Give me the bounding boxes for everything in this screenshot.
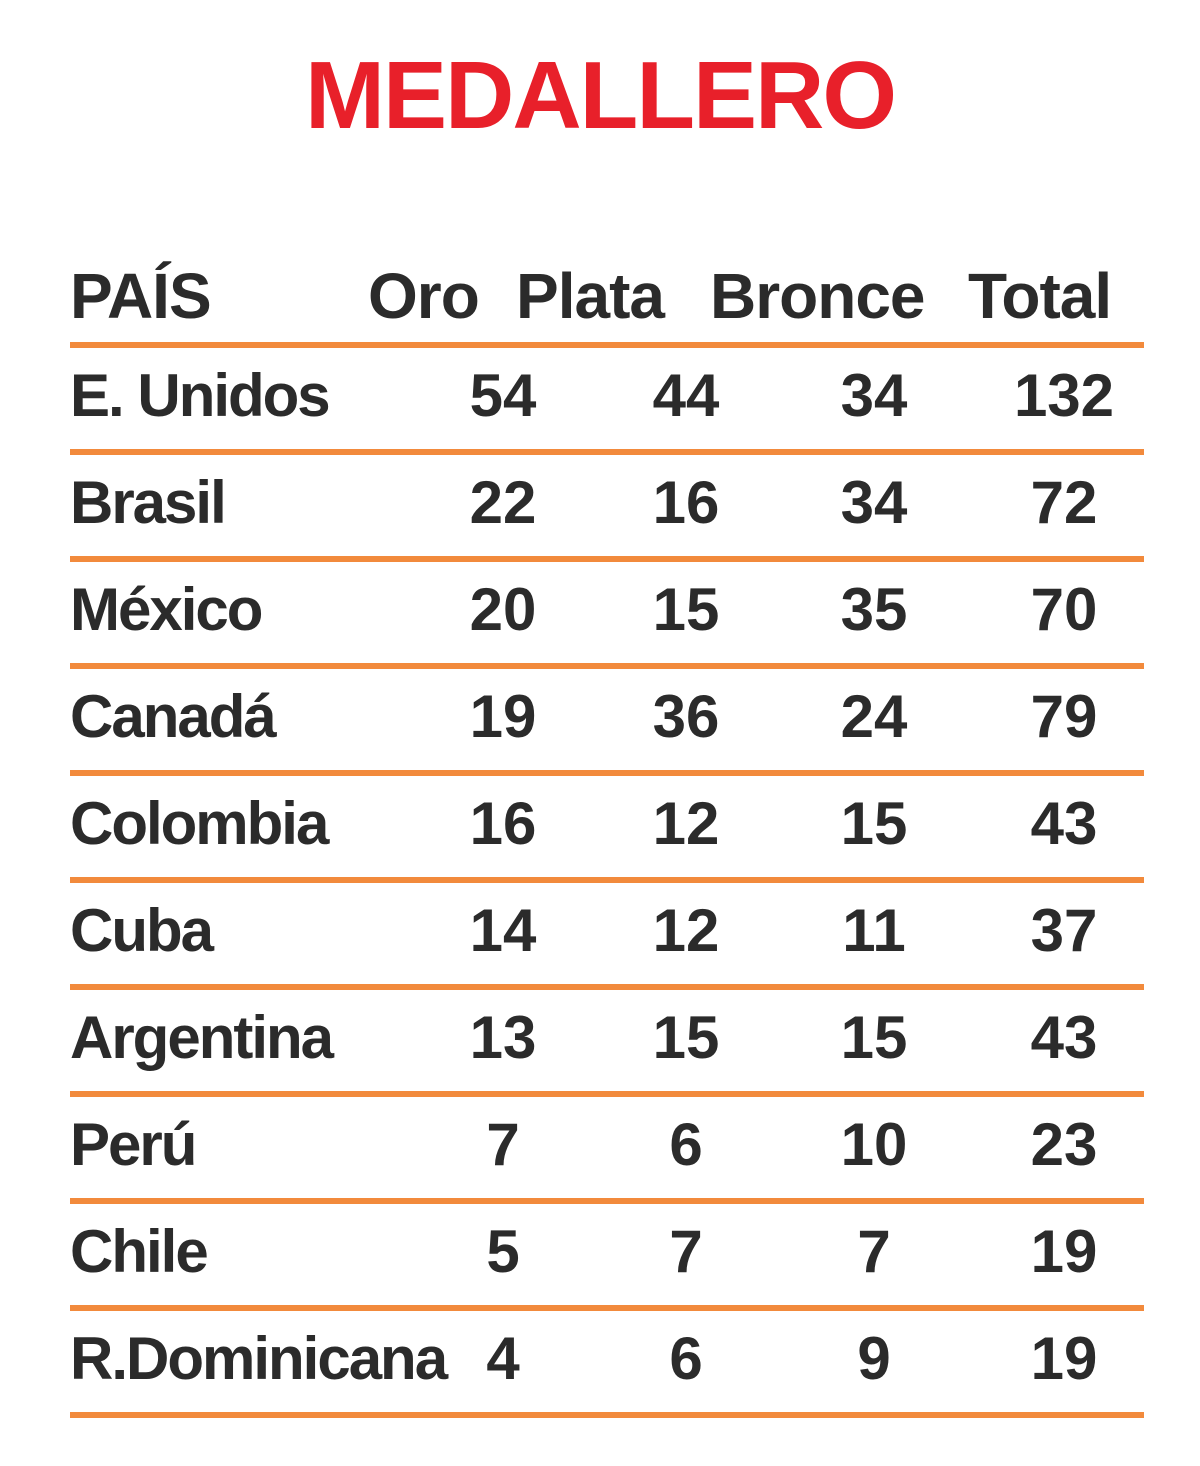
column-header-total: Total	[968, 260, 1112, 332]
gold-cell: 22	[469, 469, 537, 536]
country-cell: Argentina	[70, 1004, 334, 1071]
country-cell: Brasil	[70, 469, 227, 536]
medal-table: PAÍS Oro Plata Bronce Total E. Unidos 54 4…	[70, 248, 1144, 1418]
gold-cell: 54	[469, 362, 537, 429]
total-cell: 23	[1030, 1111, 1098, 1178]
country-cell: R.Dominicana	[70, 1325, 448, 1392]
column-header-silver: Plata	[516, 260, 665, 332]
gold-cell: 19	[469, 683, 537, 750]
country-cell: E. Unidos	[70, 362, 331, 429]
gold-cell: 20	[469, 576, 537, 643]
total-cell: 70	[1030, 576, 1098, 643]
total-cell: 132	[1013, 362, 1115, 429]
bronze-cell: 34	[840, 469, 908, 536]
table-row: E. Unidos 54 44 34 132	[70, 348, 1144, 455]
silver-cell: 6	[669, 1325, 703, 1392]
bronze-cell: 11	[842, 897, 906, 964]
gold-cell: 16	[469, 790, 537, 857]
bronze-cell: 9	[857, 1325, 891, 1392]
bronze-cell: 35	[840, 576, 908, 643]
country-cell: Canadá	[70, 683, 277, 750]
total-cell: 19	[1030, 1325, 1098, 1392]
gold-cell: 7	[486, 1111, 520, 1178]
table-row: Chile 5 7 7 19	[70, 1204, 1144, 1311]
country-cell: Colombia	[70, 790, 329, 857]
bronze-cell: 24	[840, 683, 908, 750]
bronze-cell: 15	[840, 790, 908, 857]
gold-cell: 14	[469, 897, 537, 964]
country-cell: Chile	[70, 1218, 209, 1285]
table-row: Brasil 22 16 34 72	[70, 455, 1144, 562]
silver-cell: 36	[652, 683, 720, 750]
silver-cell: 12	[652, 897, 720, 964]
silver-cell: 15	[652, 1004, 720, 1071]
table-row: México 20 15 35 70	[70, 562, 1144, 669]
silver-cell: 16	[652, 469, 720, 536]
silver-cell: 6	[669, 1111, 703, 1178]
total-cell: 37	[1030, 897, 1098, 964]
gold-cell: 13	[469, 1004, 537, 1071]
total-cell: 79	[1030, 683, 1098, 750]
bronze-cell: 10	[840, 1111, 908, 1178]
country-cell: México	[70, 576, 263, 643]
table-row: R.Dominicana 4 6 9 19	[70, 1311, 1144, 1418]
total-cell: 19	[1030, 1218, 1098, 1285]
gold-cell: 5	[486, 1218, 520, 1285]
table-body: E. Unidos 54 44 34 132 Brasil 22 16 34 72 México 20…	[70, 348, 1144, 1418]
country-cell: Perú	[70, 1111, 197, 1178]
table-row: Colombia 16 12 15 43	[70, 776, 1144, 883]
silver-cell: 12	[652, 790, 720, 857]
total-cell: 72	[1030, 469, 1098, 536]
silver-cell: 44	[652, 362, 720, 429]
silver-cell: 15	[652, 576, 720, 643]
column-header-bronze: Bronce	[710, 260, 925, 332]
table-row: Cuba 14 12 11 37	[70, 883, 1144, 990]
bronze-cell: 15	[840, 1004, 908, 1071]
bronze-cell: 7	[857, 1218, 891, 1285]
column-header-country: PAÍS	[70, 260, 212, 332]
column-header-gold: Oro	[368, 260, 480, 332]
table-row: Perú 7 6 10 23	[70, 1097, 1144, 1204]
country-cell: Cuba	[70, 897, 214, 964]
table-header: PAÍS Oro Plata Bronce Total	[70, 248, 1144, 348]
chart-title: MEDALLERO	[305, 42, 897, 149]
total-cell: 43	[1030, 1004, 1098, 1071]
gold-cell: 4	[486, 1325, 520, 1392]
total-cell: 43	[1030, 790, 1098, 857]
table-row: Argentina 13 15 15 43	[70, 990, 1144, 1097]
table-row: Canadá 19 36 24 79	[70, 669, 1144, 776]
silver-cell: 7	[669, 1218, 703, 1285]
bronze-cell: 34	[840, 362, 908, 429]
